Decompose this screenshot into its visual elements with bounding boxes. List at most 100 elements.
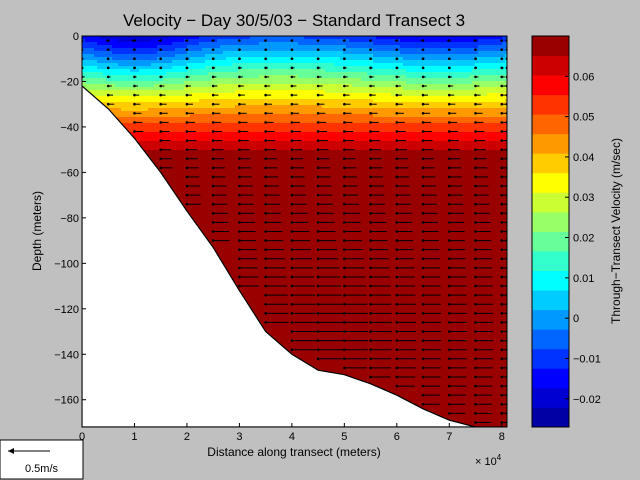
velocity-vector-dot <box>343 139 346 142</box>
velocity-vector-dot <box>185 193 189 197</box>
velocity-vector-dot <box>395 239 399 242</box>
scale-arrow-label: 0.5m/s <box>25 463 59 475</box>
velocity-vector-dot <box>159 84 163 88</box>
velocity-vector-dot <box>343 266 346 270</box>
velocity-vector-dot <box>106 57 110 61</box>
velocity-vector-dot <box>421 302 425 306</box>
velocity-vector-dot <box>500 212 504 215</box>
velocity-vector-dot <box>133 39 136 42</box>
colorbar-band <box>532 407 569 428</box>
velocity-vector-dot <box>447 121 451 124</box>
velocity-vector-dot <box>264 130 267 133</box>
velocity-vector-dot <box>316 84 320 88</box>
velocity-vector-dot <box>421 102 425 106</box>
velocity-vector-dot <box>369 284 372 288</box>
velocity-vector-dot <box>316 166 320 170</box>
velocity-vector-dot <box>421 348 425 352</box>
velocity-vector-dot <box>474 275 477 279</box>
velocity-vector-dot <box>369 357 372 361</box>
velocity-vector-dot <box>421 48 425 51</box>
velocity-vector-dot <box>238 202 241 206</box>
velocity-vector-dot <box>500 402 504 406</box>
velocity-vector-dot <box>500 111 504 115</box>
y-tick-label: −20 <box>60 76 79 88</box>
velocity-vector-dot <box>500 93 504 97</box>
velocity-vector-dot <box>395 66 399 70</box>
velocity-vector-dot <box>343 330 346 333</box>
velocity-vector-dot <box>343 221 346 224</box>
velocity-vector-dot <box>316 257 320 261</box>
velocity-vector-dot <box>447 193 451 197</box>
x-tick-label: 7 <box>446 431 452 443</box>
velocity-vector-dot <box>290 266 294 270</box>
velocity-vector-dot <box>395 148 399 151</box>
velocity-vector-dot <box>447 130 451 133</box>
velocity-vector-dot <box>159 39 163 42</box>
velocity-vector-dot <box>290 230 294 233</box>
velocity-vector-dot <box>343 193 346 197</box>
velocity-vector-dot <box>343 75 346 79</box>
velocity-vector-dot <box>421 175 425 179</box>
velocity-vector-dot <box>474 193 477 197</box>
velocity-vector-dot <box>185 139 189 142</box>
velocity-vector-dot <box>421 230 425 233</box>
scale-arrow-head <box>8 448 14 454</box>
y-tick-label: −80 <box>60 213 79 225</box>
velocity-vector-dot <box>421 184 425 188</box>
velocity-vector-dot <box>395 202 399 206</box>
velocity-vector-dot <box>474 157 477 161</box>
colorbar-tick-label: 0 <box>573 313 579 325</box>
velocity-vector-dot <box>395 39 399 42</box>
y-tick-label: −120 <box>54 304 79 316</box>
velocity-vector-dot <box>238 66 241 70</box>
velocity-vector-dot <box>421 275 425 279</box>
velocity-vector-dot <box>447 402 451 406</box>
velocity-vector-dot <box>474 75 477 79</box>
velocity-vector-dot <box>421 330 425 333</box>
velocity-vector-dot <box>238 39 241 42</box>
colorbar-band <box>532 309 569 330</box>
velocity-vector-dot <box>500 339 504 342</box>
velocity-vector-dot <box>474 421 477 424</box>
velocity-vector-dot <box>369 248 372 251</box>
velocity-vector-dot <box>421 375 425 379</box>
velocity-vector-dot <box>159 121 163 124</box>
velocity-vector-dot <box>369 339 372 342</box>
velocity-vector-dot <box>369 330 372 333</box>
velocity-vector-dot <box>343 66 346 70</box>
scale-arrow-legend: 0.5m/s <box>0 439 84 480</box>
velocity-vector-dot <box>447 75 451 79</box>
velocity-vector-dot <box>343 257 346 261</box>
velocity-vector-dot <box>159 93 163 97</box>
velocity-vector-dot <box>447 139 451 142</box>
velocity-vector-dot <box>238 212 241 215</box>
velocity-vector-dot <box>395 48 399 51</box>
velocity-vector-dot <box>343 239 346 242</box>
velocity-vector-dot <box>316 139 320 142</box>
velocity-vector-dot <box>290 84 294 88</box>
velocity-vector-dot <box>264 321 267 324</box>
velocity-vector-dot <box>447 184 451 188</box>
velocity-vector-dot <box>421 366 425 370</box>
velocity-vector-dot <box>343 111 346 115</box>
velocity-vector-dot <box>290 193 294 197</box>
velocity-vector-dot <box>290 93 294 97</box>
velocity-vector-dot <box>264 121 267 124</box>
velocity-vector-dot <box>369 130 372 133</box>
velocity-vector-dot <box>238 266 241 270</box>
velocity-vector-dot <box>343 275 346 279</box>
velocity-vector-dot <box>447 166 451 170</box>
velocity-vector-dot <box>211 130 215 133</box>
velocity-vector-dot <box>474 330 477 333</box>
colorbar-ticks: −0.02 −0.01 0 0.01 0.02 0.03 0.04 0.05 0.06 <box>565 71 601 406</box>
velocity-vector-dot <box>290 66 294 70</box>
velocity-vector-dot <box>500 312 504 315</box>
velocity-vector-dot <box>264 257 267 261</box>
velocity-vector-dot <box>474 366 477 370</box>
velocity-vector-dot <box>211 202 215 206</box>
velocity-vector-dot <box>395 166 399 170</box>
colorbar-tick-label: 0.01 <box>573 273 594 285</box>
velocity-vector-dot <box>133 48 136 51</box>
velocity-vector-dot <box>447 84 451 88</box>
